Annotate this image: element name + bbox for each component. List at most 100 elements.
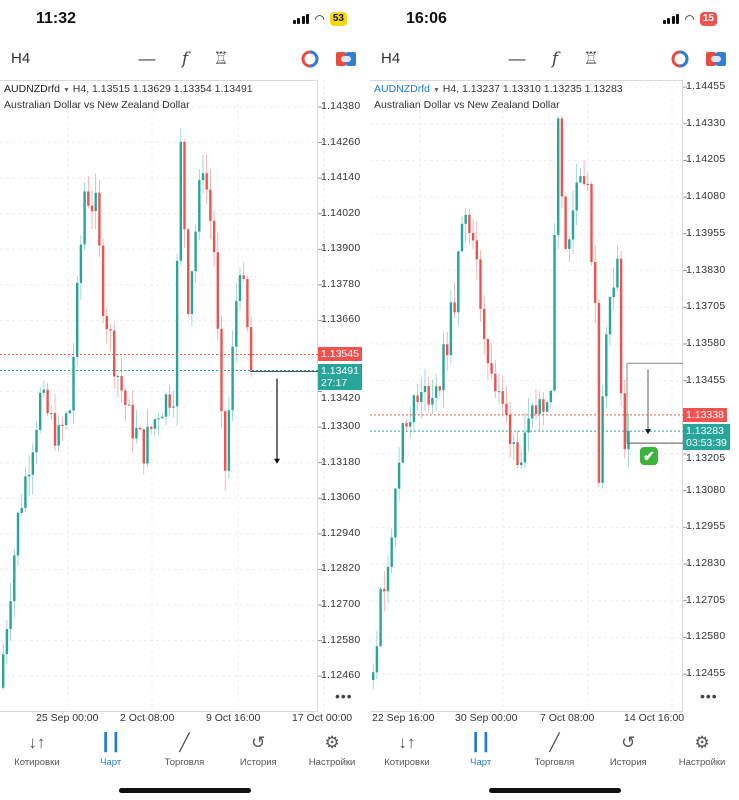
candle-body — [5, 629, 9, 655]
candle-body — [627, 431, 630, 450]
candle-body — [442, 344, 445, 391]
candle-body — [120, 376, 123, 391]
price-value: 1.13545 — [321, 348, 359, 361]
tab-settings[interactable]: ⚙ Настройки — [295, 733, 369, 768]
candle-body — [205, 173, 208, 190]
candle-body — [127, 404, 131, 406]
candle-body — [109, 329, 112, 331]
candle-body — [131, 404, 134, 439]
candle-body — [512, 442, 515, 445]
candle-body — [453, 302, 456, 313]
chart-area[interactable] — [0, 80, 318, 712]
new-order-icon[interactable] — [335, 48, 357, 70]
tab-history[interactable]: ↺ История — [591, 733, 665, 768]
more-options-icon[interactable]: ••• — [700, 688, 718, 704]
time-axis-label: 22 Sep 16:00 — [372, 712, 435, 724]
tab-chart[interactable]: ┃┃ Чарт — [444, 733, 518, 768]
candle-body — [24, 476, 27, 508]
time-axis-label: 30 Sep 00:00 — [455, 712, 518, 724]
candle-body — [83, 191, 86, 245]
price-axis-label: 1.13060 — [321, 491, 361, 504]
ask-price-tag: 1.13545 — [318, 347, 362, 362]
quotes-arrows-icon: ↓↑ — [28, 733, 46, 752]
candle-body — [516, 442, 519, 466]
one-click-trading-icon[interactable] — [299, 48, 321, 70]
candle-body — [471, 232, 475, 241]
symbol-name[interactable]: AUDNZDrfd — [4, 83, 61, 95]
bar-countdown-timer: 27:17 — [321, 376, 348, 389]
ask-price-tag: 1.13338 — [683, 407, 727, 422]
candle-body — [538, 399, 541, 414]
candle-body — [405, 423, 408, 427]
symbol-dropdown-icon[interactable]: ▼ — [62, 87, 70, 94]
crosshair-icon[interactable]: —︎ — [138, 49, 156, 68]
candle-body — [87, 191, 90, 206]
indicators-function-icon[interactable]: f — [551, 49, 559, 69]
candlestick-chart[interactable] — [370, 0, 739, 730]
candle-body — [105, 315, 108, 330]
candle-body — [568, 239, 571, 249]
candle-body — [397, 462, 401, 489]
price-axis-label: 1.13420 — [321, 391, 361, 404]
candle-body — [412, 395, 416, 423]
tab-trade[interactable]: ╱ Торговля — [518, 733, 592, 768]
ohlc-values: H4, 1.13515 1.13629 1.13354 1.13491 — [72, 83, 253, 95]
home-indicator — [489, 788, 621, 793]
check-mark-icon: ✔ — [640, 447, 658, 465]
candle-body — [246, 278, 249, 328]
candle-body — [227, 410, 231, 471]
more-options-icon[interactable]: ••• — [335, 688, 353, 704]
timeframe-button[interactable]: H4 — [381, 50, 401, 67]
candlestick-chart[interactable] — [0, 0, 369, 730]
candle-body — [579, 176, 582, 183]
new-order-icon[interactable] — [705, 48, 727, 70]
one-click-trading-icon[interactable] — [669, 48, 691, 70]
candle-body — [27, 474, 31, 477]
chart-area[interactable] — [370, 80, 683, 712]
candle-body — [505, 403, 508, 415]
candle-body — [13, 555, 16, 602]
candle-body — [90, 205, 94, 212]
crosshair-icon[interactable]: —︎ — [508, 49, 526, 68]
candle-body — [553, 234, 556, 391]
candle-body — [201, 173, 205, 181]
tab-bar: ↓↑ Котировки ┃┃ Чарт ╱ Торговля ↺ История ⚙ Настр… — [0, 733, 369, 768]
price-value: 1.13283 — [686, 425, 724, 438]
symbol-dropdown-icon[interactable]: ▼ — [432, 87, 440, 94]
cellular-signal-icon — [292, 14, 310, 24]
tab-chart[interactable]: ┃┃ Чарт — [74, 733, 148, 768]
indicators-function-icon[interactable]: f — [181, 49, 189, 69]
screen-right: 16:06 ◠ 15 H4 —︎ f ♖ AUDNZDrfd ▼ H4, 1.1… — [370, 0, 739, 800]
symbol-name[interactable]: AUDNZDrfd — [374, 83, 431, 95]
candle-body — [94, 192, 97, 212]
candle-body — [2, 654, 5, 688]
timeframe-button[interactable]: H4 — [11, 50, 31, 67]
candle-body — [164, 394, 168, 417]
candle-body — [168, 394, 171, 408]
tab-quotes[interactable]: ↓↑ Котировки — [370, 733, 444, 768]
candle-body — [409, 422, 412, 427]
candle-body — [386, 566, 390, 592]
price-axis-label: 1.12460 — [321, 669, 361, 682]
candle-body — [172, 406, 175, 408]
tab-trade[interactable]: ╱ Торговля — [148, 733, 222, 768]
candle-body — [42, 389, 46, 393]
candlestick-chart-icon: ┃┃ — [100, 733, 121, 752]
price-axis-label: 1.14080 — [686, 190, 726, 203]
tab-quotes[interactable]: ↓↑ Котировки — [0, 733, 74, 768]
bar-countdown-timer: 03:53:39 — [686, 437, 727, 450]
tab-history[interactable]: ↺ История — [221, 733, 295, 768]
time-axis-label: 25 Sep 00:00 — [36, 712, 99, 724]
tab-label: История — [609, 757, 647, 768]
objects-shapes-icon[interactable]: ♖ — [213, 49, 229, 68]
objects-shapes-icon[interactable]: ♖ — [583, 49, 599, 68]
candle-body — [68, 410, 71, 414]
chart-header: AUDNZDrfd ▼ H4, 1.13237 1.13310 1.13235 … — [374, 82, 623, 112]
candle-body — [372, 672, 375, 681]
candle-body — [446, 344, 449, 356]
tab-settings[interactable]: ⚙ Настройки — [665, 733, 739, 768]
tab-label: Настройки — [308, 757, 356, 768]
candle-body — [190, 271, 194, 314]
candle-body — [146, 426, 149, 464]
price-axis-label: 1.12580 — [321, 633, 361, 646]
